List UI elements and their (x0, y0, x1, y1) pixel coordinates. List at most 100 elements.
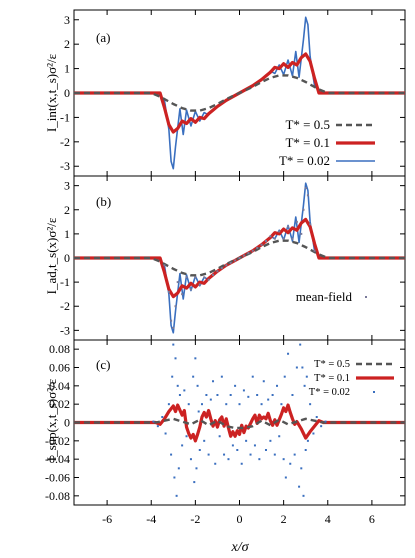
y-tick-label-c: -0.06 (45, 471, 70, 485)
data-point (299, 343, 302, 346)
x-tick-label: 4 (325, 512, 331, 526)
x-tick-label: -4 (146, 512, 156, 526)
legend-c: T* = 0.5 T* = 0.1 T* = 0.02 (309, 359, 394, 398)
x-tick-label: -6 (102, 512, 112, 526)
data-point (164, 432, 167, 435)
data-point (304, 449, 307, 451)
data-point (295, 366, 298, 369)
data-point (240, 462, 243, 465)
data-point (273, 453, 276, 456)
data-point (304, 187, 307, 190)
data-point (309, 403, 312, 406)
data-point (161, 416, 164, 418)
series-line-T05-c (74, 417, 405, 430)
y-tick-label-a: 1 (64, 62, 70, 76)
y-tick-label-b: -3 (60, 323, 70, 337)
y-tick-label-c: -0.04 (45, 452, 70, 466)
data-point (303, 384, 306, 387)
data-point (251, 249, 254, 252)
data-point (256, 246, 259, 249)
data-point (306, 439, 309, 442)
legend-a-label-t05: T* = 0.5 (285, 117, 330, 132)
data-point (282, 458, 285, 461)
panel-c: -0.08 -0.06 -0.04 -0.02 0 0.02 0.04 0.06 0.08 (45, 339, 406, 506)
data-point (267, 398, 270, 401)
data-point (234, 259, 237, 262)
data-point (300, 467, 303, 470)
data-point (156, 425, 159, 428)
y-tick-label-a: -1 (60, 110, 70, 124)
data-point (264, 240, 267, 243)
data-point (253, 444, 256, 447)
panel-label-a: (a) (96, 30, 110, 45)
y-axis-label-c: I_sup(x,t_s)σ²/ε (44, 378, 59, 461)
data-point (238, 257, 241, 259)
data-point (197, 410, 200, 413)
data-point (227, 458, 230, 461)
data-point (187, 403, 190, 406)
data-point (194, 276, 197, 279)
data-point (216, 394, 219, 396)
data-point (312, 432, 315, 435)
data-point (167, 290, 170, 293)
panel-b: -3 -2 -1 0 1 2 3 (60, 175, 406, 341)
series-T002-c (152, 343, 327, 497)
data-point (212, 273, 215, 276)
y-tick-label-c: -0.08 (45, 489, 70, 503)
data-point (178, 394, 181, 396)
data-point (172, 343, 175, 346)
data-point (175, 494, 178, 497)
data-point (324, 420, 327, 423)
data-point (176, 281, 179, 284)
data-point (291, 237, 294, 240)
data-point (236, 449, 239, 451)
data-point (295, 220, 298, 223)
data-point (262, 380, 265, 383)
data-point (284, 476, 287, 479)
data-point (245, 439, 248, 442)
data-point (242, 254, 245, 257)
data-point (176, 384, 179, 387)
data-point (163, 264, 166, 267)
data-point (189, 458, 192, 461)
data-point (171, 375, 174, 378)
data-point (301, 366, 304, 369)
data-point (152, 420, 155, 423)
data-point (220, 375, 223, 378)
data-point (283, 375, 286, 378)
data-point (216, 270, 219, 273)
data-point (300, 232, 303, 235)
data-point (305, 375, 308, 378)
data-point (256, 394, 259, 396)
series-line-T01-c (74, 403, 405, 443)
data-point (212, 380, 215, 383)
data-point (234, 384, 237, 387)
data-point (293, 453, 296, 456)
data-point (225, 264, 228, 267)
data-point (189, 288, 192, 291)
legend-a-label-t01: T* = 0.1 (285, 135, 330, 150)
data-point (193, 481, 196, 484)
y-tick-label-a: 3 (64, 13, 70, 27)
y-tick-label-b: 0 (64, 251, 70, 265)
y-tick-label-a: 0 (64, 86, 70, 100)
data-point (276, 384, 279, 387)
data-point (203, 439, 206, 442)
data-point (231, 444, 234, 447)
legend-b-label-meanfield: mean-field (296, 289, 353, 304)
data-point (167, 403, 170, 406)
legend-c-label-t01: T* = 0.1 (314, 373, 350, 384)
data-point (192, 375, 195, 378)
series-line-T05-a (74, 74, 405, 112)
data-point (289, 462, 292, 465)
data-point (209, 398, 212, 401)
legend-c-swatch-t002 (373, 391, 375, 393)
legend-b: mean-field (296, 289, 367, 304)
data-point (170, 453, 173, 456)
data-point (313, 249, 316, 252)
y-tick-label-b: -1 (60, 275, 70, 289)
data-point (207, 453, 210, 456)
data-point (229, 394, 232, 396)
panel-a: -3 -2 -1 0 1 2 3 (60, 9, 406, 177)
data-point (247, 395, 250, 398)
